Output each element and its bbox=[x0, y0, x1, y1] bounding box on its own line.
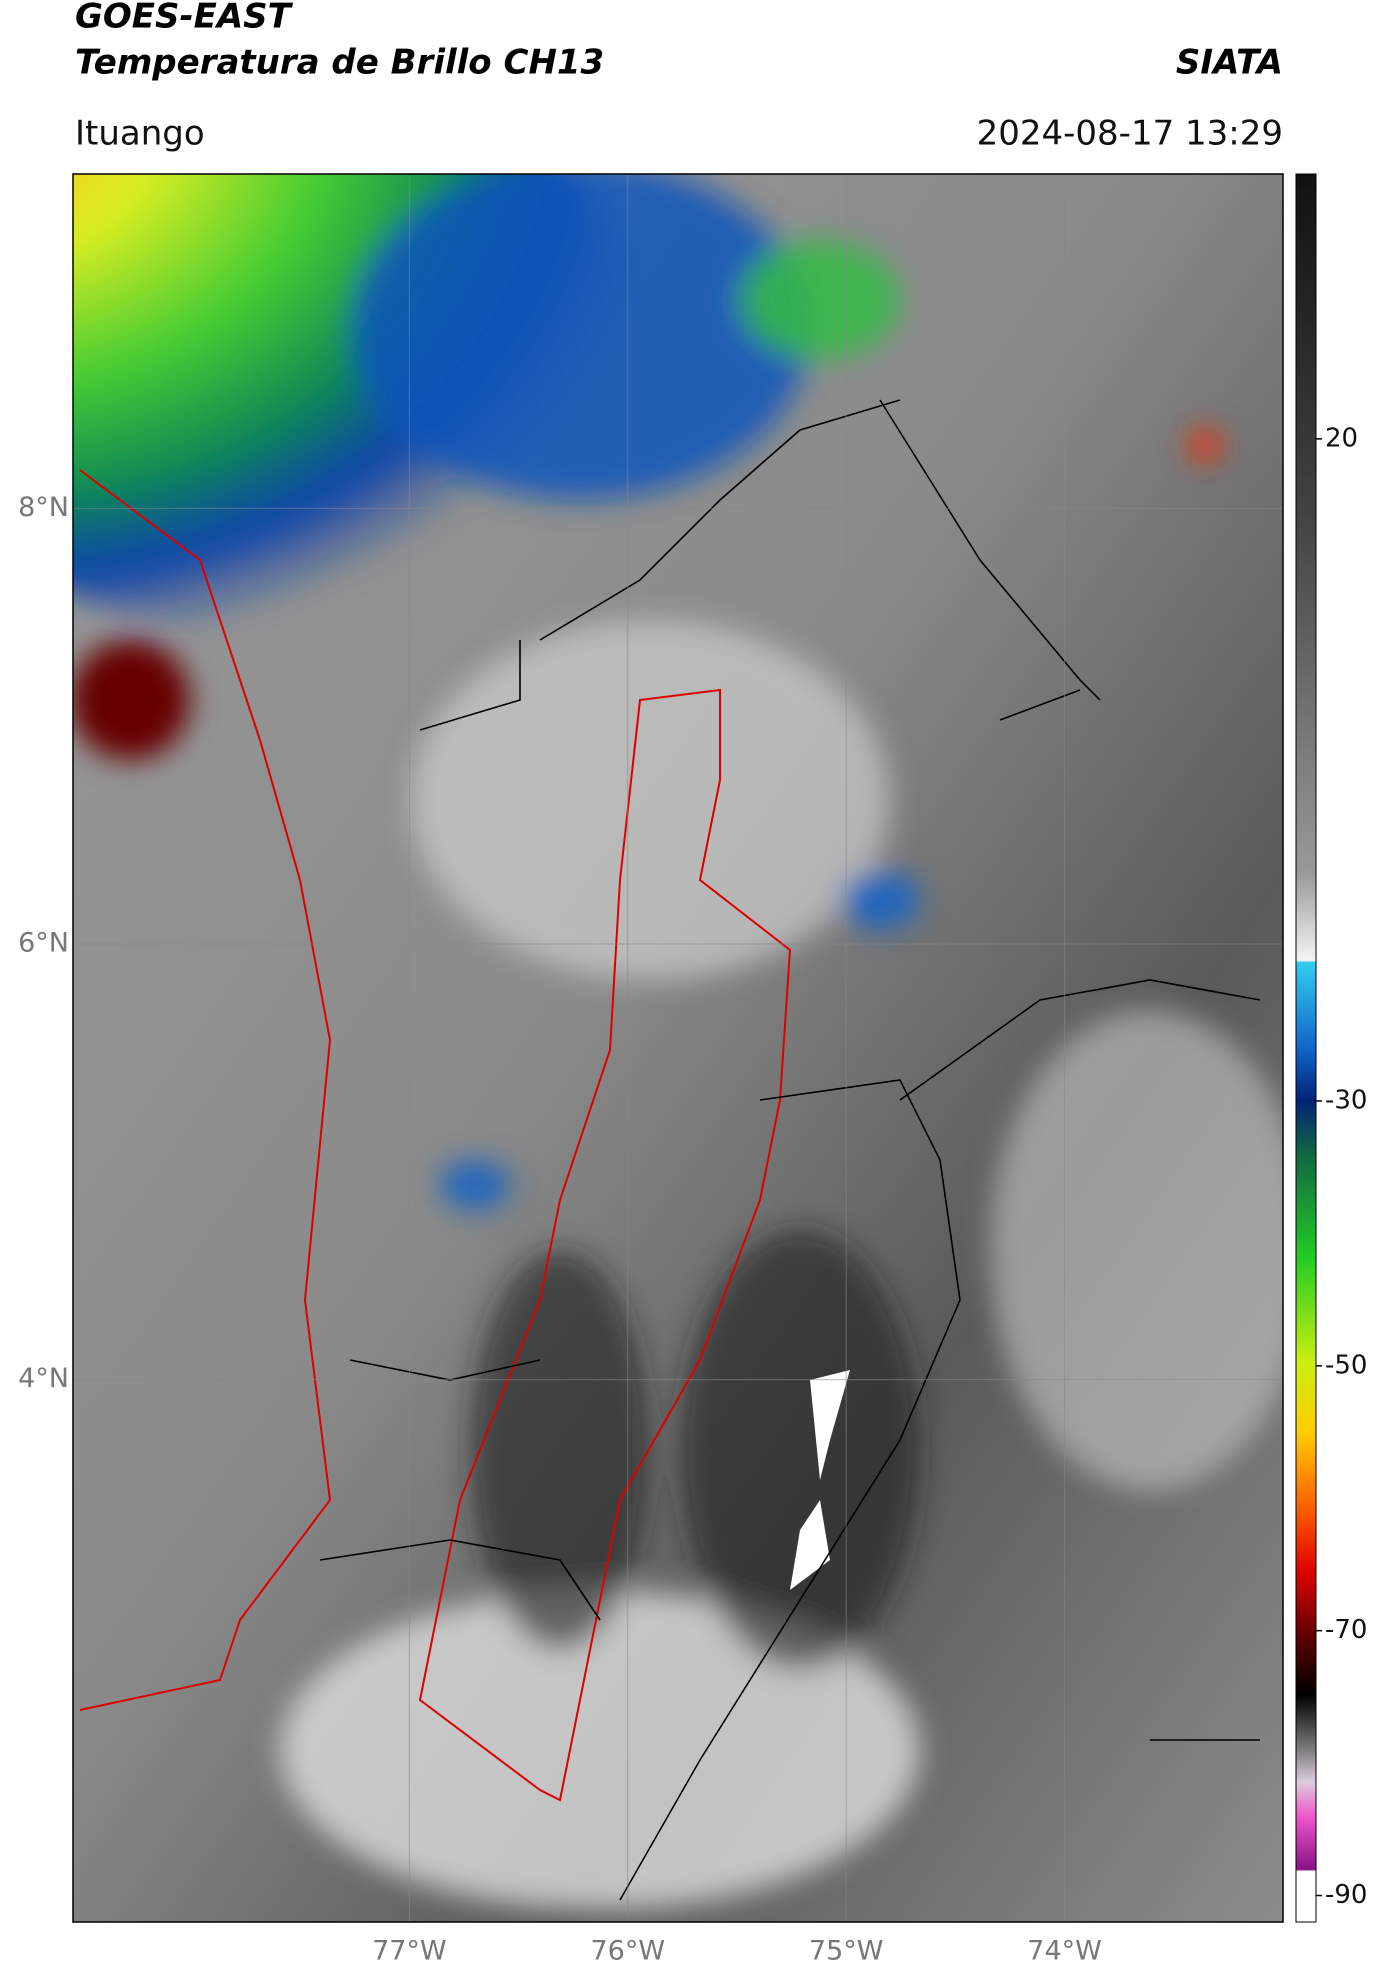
colorbar-tick-label: -30 bbox=[1325, 1085, 1367, 1115]
colorbar bbox=[1295, 173, 1317, 1923]
lon-tick-label: 76°W bbox=[590, 1936, 665, 1967]
colorbar-tick-label: -50 bbox=[1325, 1350, 1367, 1380]
lon-tick-label: 74°W bbox=[1027, 1936, 1102, 1967]
institution: SIATA bbox=[1176, 43, 1283, 83]
lon-tick-label: 75°W bbox=[809, 1936, 884, 1967]
lat-tick-label: 4°N bbox=[18, 1363, 69, 1394]
lat-tick-label: 6°N bbox=[18, 927, 69, 958]
map-frame bbox=[72, 173, 1284, 1923]
lon-tick-label: 77°W bbox=[372, 1936, 447, 1967]
colorbar-tick-label: -90 bbox=[1325, 1880, 1367, 1910]
datetime: 2024-08-17 13:29 bbox=[977, 114, 1283, 154]
colorbar-tick-label: -70 bbox=[1325, 1615, 1367, 1645]
colorbar-tick-label: 20 bbox=[1325, 423, 1358, 453]
product-title: Temperatura de Brillo CH13 bbox=[75, 43, 604, 83]
satellite-title: GOES-EAST bbox=[75, 0, 294, 37]
satellite-image bbox=[73, 174, 1283, 1922]
region: Ituango bbox=[75, 114, 205, 154]
lat-tick-label: 8°N bbox=[18, 492, 69, 523]
